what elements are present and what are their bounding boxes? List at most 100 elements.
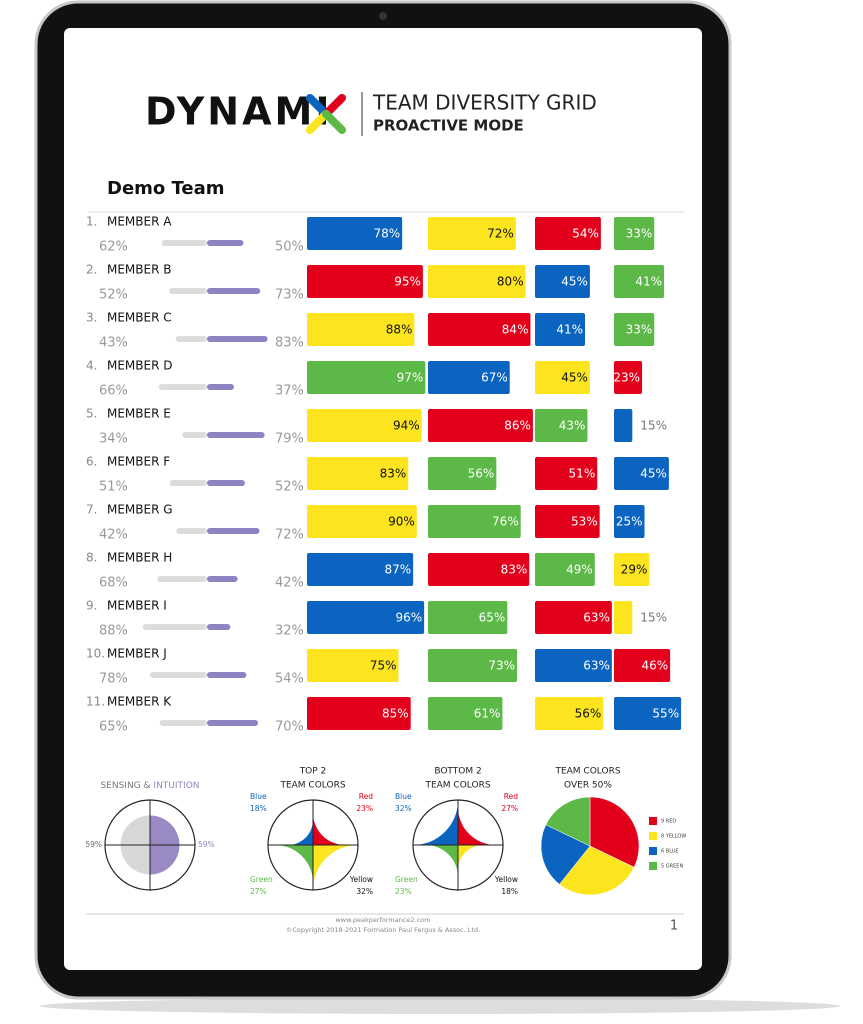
quadrant-name: Green bbox=[395, 875, 418, 884]
quadrant bbox=[313, 845, 358, 890]
bar-value-label: 87% bbox=[384, 563, 411, 577]
bar-value-label: 29% bbox=[621, 563, 648, 577]
bar-value-label: 97% bbox=[397, 371, 424, 385]
side-label: 59% bbox=[198, 840, 215, 849]
bar-value-label: 96% bbox=[395, 611, 422, 625]
bar-value-label: 56% bbox=[575, 707, 602, 721]
sensing-label: 66% bbox=[99, 384, 128, 399]
intuition-label: 83% bbox=[275, 336, 304, 351]
quadrant-value: 18% bbox=[501, 887, 518, 896]
member-name: MEMBER C bbox=[107, 311, 172, 325]
screen bbox=[64, 28, 702, 970]
sensing-bar bbox=[169, 288, 207, 294]
quadrant bbox=[425, 845, 458, 878]
member-name: MEMBER G bbox=[107, 503, 173, 517]
member-name: MEMBER I bbox=[107, 599, 167, 613]
quadrant-name: Red bbox=[504, 792, 518, 801]
bar-value-label: 41% bbox=[635, 275, 662, 289]
color-bar bbox=[428, 601, 508, 634]
member-name: MEMBER H bbox=[107, 551, 172, 565]
bar-value-label: 53% bbox=[571, 515, 598, 529]
quadrant bbox=[275, 845, 313, 883]
quadrant-value: 18% bbox=[250, 804, 267, 813]
chart-title: TEAM COLORS bbox=[424, 781, 490, 791]
sensing-bar bbox=[150, 672, 207, 678]
bar-value-label: 45% bbox=[640, 467, 667, 481]
chart-title-part: SENSING & bbox=[100, 781, 150, 791]
quadrant-value: 32% bbox=[395, 804, 412, 813]
pie-slice bbox=[559, 845, 635, 896]
color-bar bbox=[535, 265, 590, 298]
color-bar bbox=[428, 409, 533, 442]
bar-value-label: 84% bbox=[502, 323, 529, 337]
bar-value-label: 63% bbox=[583, 611, 610, 625]
intuition-bar bbox=[207, 240, 244, 246]
bar-value-label: 67% bbox=[481, 371, 508, 385]
color-bar bbox=[307, 313, 415, 346]
color-bar bbox=[307, 361, 426, 394]
member-number: 11. bbox=[86, 695, 105, 709]
member-name: MEMBER A bbox=[107, 215, 172, 229]
bar-value-label: 75% bbox=[370, 659, 397, 673]
color-bar bbox=[614, 217, 655, 250]
sensing-label: 43% bbox=[99, 336, 128, 351]
sensing-bar bbox=[159, 720, 207, 726]
bar-value-label: 63% bbox=[583, 659, 610, 673]
bar-value-label: 15% bbox=[640, 611, 667, 625]
color-bar bbox=[307, 505, 417, 538]
intuition-label: 50% bbox=[275, 240, 304, 255]
bar-value-label: 41% bbox=[556, 323, 583, 337]
quadrant-value: 32% bbox=[356, 887, 373, 896]
bar-value-label: 33% bbox=[626, 227, 653, 241]
legend-swatch bbox=[649, 847, 657, 855]
bar-value-label: 55% bbox=[652, 707, 679, 721]
sensing-label: 62% bbox=[99, 240, 128, 255]
color-bar bbox=[535, 553, 595, 586]
sensing-label: 65% bbox=[99, 720, 128, 735]
intuition-label: 70% bbox=[275, 720, 304, 735]
sensing-label: 52% bbox=[99, 288, 128, 303]
color-bar bbox=[535, 505, 600, 538]
sensing-bar bbox=[161, 240, 207, 246]
color-bar bbox=[307, 457, 409, 490]
member-number: 4. bbox=[86, 359, 97, 373]
quadrant-name: Red bbox=[359, 792, 373, 801]
shadow bbox=[40, 998, 840, 1014]
quadrant-name: Yellow bbox=[494, 875, 518, 884]
intuition-bar bbox=[207, 672, 247, 678]
sensing-bar bbox=[169, 480, 207, 486]
legend-swatch bbox=[649, 862, 657, 870]
pie-slice bbox=[540, 824, 591, 885]
member-name: MEMBER D bbox=[107, 359, 173, 373]
member-number: 3. bbox=[86, 311, 97, 325]
member-name: MEMBER K bbox=[107, 695, 172, 709]
color-bar bbox=[535, 601, 612, 634]
color-bar bbox=[535, 457, 598, 490]
bar-value-label: 54% bbox=[572, 227, 599, 241]
member-number: 7. bbox=[86, 503, 97, 517]
chart-title: TEAM COLORS bbox=[279, 781, 345, 791]
quadrant-value: 23% bbox=[395, 887, 412, 896]
intuition-label: 32% bbox=[275, 624, 304, 639]
quadrant-value: 27% bbox=[250, 887, 267, 896]
color-bar bbox=[535, 217, 601, 250]
footer-copyright: ©Copyright 2018-2021 Formation Paul Ferg… bbox=[286, 926, 480, 934]
intuition-label: 72% bbox=[275, 528, 304, 543]
bar-value-label: 83% bbox=[501, 563, 528, 577]
bar-value-label: 61% bbox=[474, 707, 501, 721]
color-bar bbox=[428, 553, 530, 586]
color-bar bbox=[614, 313, 655, 346]
quadrant bbox=[413, 800, 458, 845]
color-bar bbox=[428, 697, 503, 730]
intuition-label: 42% bbox=[275, 576, 304, 591]
legend-swatch bbox=[649, 832, 657, 840]
member-name: MEMBER F bbox=[107, 455, 170, 469]
color-bar bbox=[307, 409, 422, 442]
sensing-bar bbox=[175, 336, 207, 342]
legend-label: 8 YELLOW bbox=[661, 834, 686, 840]
color-bar bbox=[614, 409, 633, 442]
sensing-bar bbox=[142, 624, 207, 630]
page-number: 1 bbox=[670, 919, 678, 934]
quadrant-name: Green bbox=[250, 875, 273, 884]
quadrant-value: 27% bbox=[501, 804, 518, 813]
